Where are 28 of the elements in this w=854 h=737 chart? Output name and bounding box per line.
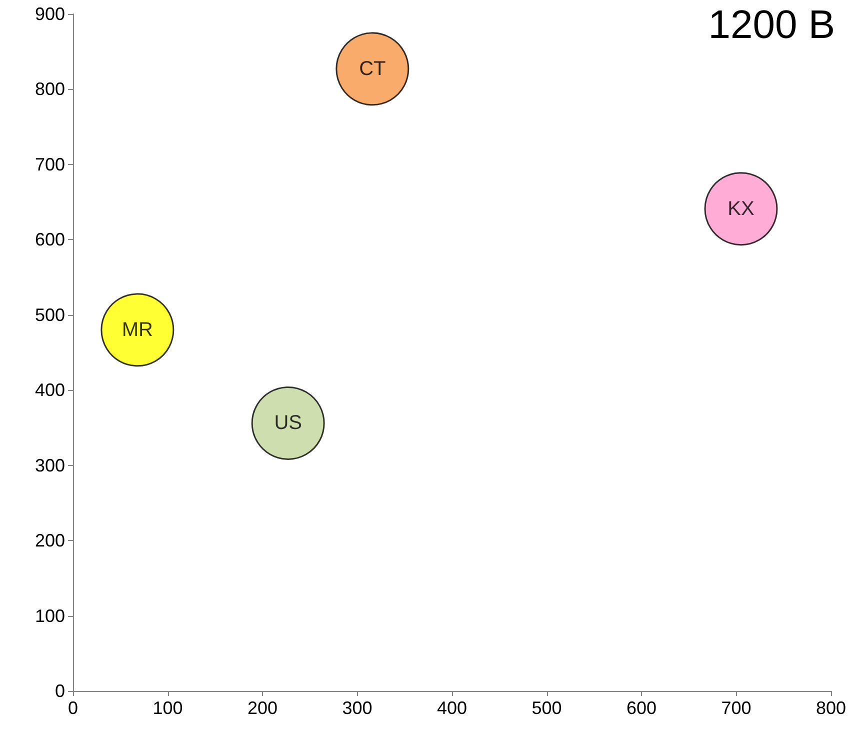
- y-tick-label: 600: [34, 230, 65, 250]
- y-tick-label: 500: [34, 304, 65, 325]
- y-tick-label: 0: [54, 681, 65, 701]
- y-tick-label: 300: [34, 455, 65, 476]
- x-tick-label: 500: [532, 698, 562, 718]
- x-tick-label: 800: [816, 698, 846, 718]
- x-tick-label: 600: [626, 698, 657, 718]
- y-tick-label: 700: [34, 154, 65, 174]
- series-label: MR: [122, 318, 153, 341]
- x-tick-label: 0: [68, 698, 78, 718]
- x-tick-label: 200: [247, 698, 278, 718]
- point: [704, 172, 778, 246]
- series-label: US: [274, 412, 302, 434]
- x-tick-label: 700: [721, 698, 752, 718]
- y-tick-label: 800: [34, 79, 65, 100]
- y-tick-label: 900: [34, 4, 65, 24]
- point: [251, 386, 325, 460]
- point: [336, 32, 410, 106]
- series-label: KX: [728, 198, 754, 220]
- x-tick-label: 100: [152, 698, 183, 718]
- y-tick-label: 200: [34, 530, 65, 551]
- x-tick-label: 300: [342, 698, 372, 718]
- y-tick-label: 400: [34, 380, 65, 400]
- chart-title: 1200 B: [708, 3, 836, 47]
- point: [100, 293, 174, 367]
- y-tick-label: 100: [34, 606, 65, 626]
- x-tick-label: 400: [436, 698, 468, 718]
- series-label: CT: [359, 58, 386, 80]
